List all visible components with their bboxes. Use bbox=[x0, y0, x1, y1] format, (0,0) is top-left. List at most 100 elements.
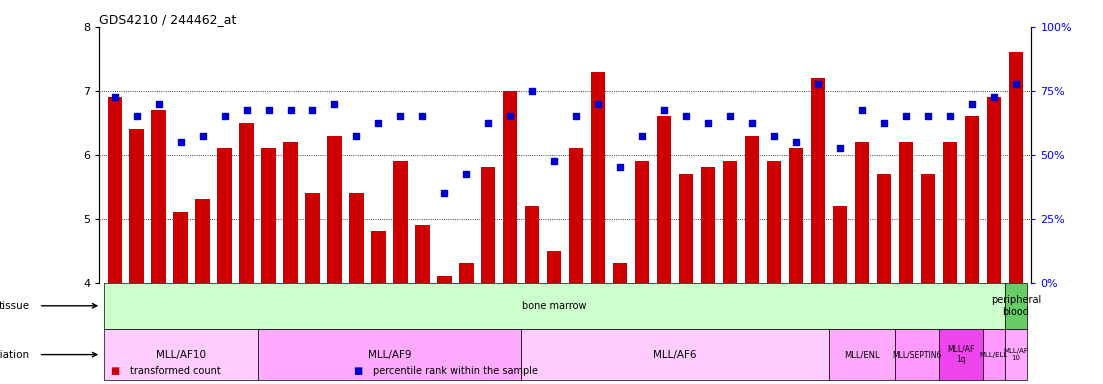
Point bbox=[919, 113, 936, 119]
Bar bbox=[702, 167, 716, 283]
Bar bbox=[877, 174, 891, 283]
Point bbox=[392, 113, 409, 119]
Bar bbox=[965, 116, 979, 283]
Bar bbox=[129, 129, 143, 283]
Bar bbox=[833, 206, 847, 283]
Point bbox=[721, 113, 739, 119]
Bar bbox=[789, 148, 803, 283]
Point bbox=[546, 158, 564, 164]
Point bbox=[502, 113, 520, 119]
Point bbox=[150, 101, 168, 107]
Bar bbox=[261, 148, 276, 283]
Bar bbox=[306, 193, 320, 283]
Bar bbox=[1005, 329, 1027, 380]
Bar bbox=[257, 329, 522, 380]
Point bbox=[106, 94, 124, 100]
Point bbox=[216, 113, 234, 119]
Point bbox=[854, 107, 871, 113]
Point bbox=[281, 107, 299, 113]
Text: MLL/AF10: MLL/AF10 bbox=[156, 349, 205, 359]
Point bbox=[941, 113, 959, 119]
Text: percentile rank within the sample: percentile rank within the sample bbox=[373, 366, 538, 376]
Point bbox=[414, 113, 431, 119]
Bar bbox=[173, 212, 188, 283]
Point bbox=[633, 132, 651, 139]
Point bbox=[172, 139, 190, 145]
Bar bbox=[921, 174, 935, 283]
Bar bbox=[522, 329, 829, 380]
Point bbox=[963, 101, 981, 107]
Bar bbox=[372, 232, 386, 283]
Bar bbox=[939, 329, 983, 380]
Text: ■: ■ bbox=[110, 366, 119, 376]
Point bbox=[259, 107, 277, 113]
Point bbox=[194, 132, 212, 139]
Point bbox=[238, 107, 256, 113]
Text: tissue: tissue bbox=[0, 301, 30, 311]
Bar bbox=[437, 276, 451, 283]
Point bbox=[699, 120, 717, 126]
Text: MLL/AF
10: MLL/AF 10 bbox=[1004, 348, 1028, 361]
Text: MLL/AF6: MLL/AF6 bbox=[653, 349, 697, 359]
Bar bbox=[151, 110, 165, 283]
Point bbox=[677, 113, 695, 119]
Bar bbox=[350, 193, 364, 283]
Bar bbox=[811, 78, 825, 283]
Bar bbox=[829, 329, 895, 380]
Bar bbox=[104, 329, 257, 380]
Bar bbox=[107, 97, 121, 283]
Bar bbox=[1009, 53, 1024, 283]
Bar bbox=[591, 72, 606, 283]
Point bbox=[567, 113, 585, 119]
Text: ■: ■ bbox=[353, 366, 362, 376]
Point bbox=[303, 107, 321, 113]
Bar bbox=[722, 161, 737, 283]
Text: MLL/ENL: MLL/ENL bbox=[844, 350, 880, 359]
Point bbox=[897, 113, 914, 119]
Bar bbox=[394, 161, 408, 283]
Bar bbox=[855, 142, 869, 283]
Bar bbox=[657, 116, 672, 283]
Bar bbox=[767, 161, 781, 283]
Text: transformed count: transformed count bbox=[130, 366, 221, 376]
Text: bone marrow: bone marrow bbox=[522, 301, 587, 311]
Point bbox=[810, 81, 827, 88]
Bar bbox=[679, 174, 694, 283]
Point bbox=[458, 171, 475, 177]
Bar bbox=[547, 251, 561, 283]
Bar bbox=[895, 329, 939, 380]
Text: genotype/variation: genotype/variation bbox=[0, 349, 30, 359]
Point bbox=[524, 88, 542, 94]
Text: MLL/SEPTIN6: MLL/SEPTIN6 bbox=[892, 350, 942, 359]
Bar bbox=[217, 148, 232, 283]
Bar bbox=[569, 148, 583, 283]
Bar bbox=[503, 91, 517, 283]
Point bbox=[436, 190, 453, 196]
Text: MLL/AF
1q: MLL/AF 1q bbox=[947, 345, 975, 364]
Bar bbox=[415, 225, 429, 283]
Text: GDS4210 / 244462_at: GDS4210 / 244462_at bbox=[99, 13, 237, 26]
Bar bbox=[525, 206, 539, 283]
Text: MLL/ELL: MLL/ELL bbox=[979, 352, 1008, 358]
Point bbox=[832, 145, 849, 151]
Point bbox=[128, 113, 146, 119]
Bar bbox=[745, 136, 759, 283]
Point bbox=[1007, 81, 1025, 88]
Bar bbox=[328, 136, 342, 283]
Point bbox=[347, 132, 365, 139]
Bar bbox=[943, 142, 957, 283]
Bar bbox=[983, 329, 1005, 380]
Bar bbox=[481, 167, 495, 283]
Bar bbox=[1005, 283, 1027, 329]
Bar bbox=[239, 123, 254, 283]
Point bbox=[875, 120, 892, 126]
Point bbox=[589, 101, 607, 107]
Bar bbox=[899, 142, 913, 283]
Text: peripheral
blood: peripheral blood bbox=[990, 295, 1041, 316]
Point bbox=[611, 164, 629, 170]
Point bbox=[370, 120, 387, 126]
Point bbox=[788, 139, 805, 145]
Bar bbox=[459, 263, 473, 283]
Bar bbox=[283, 142, 298, 283]
Bar bbox=[195, 199, 210, 283]
